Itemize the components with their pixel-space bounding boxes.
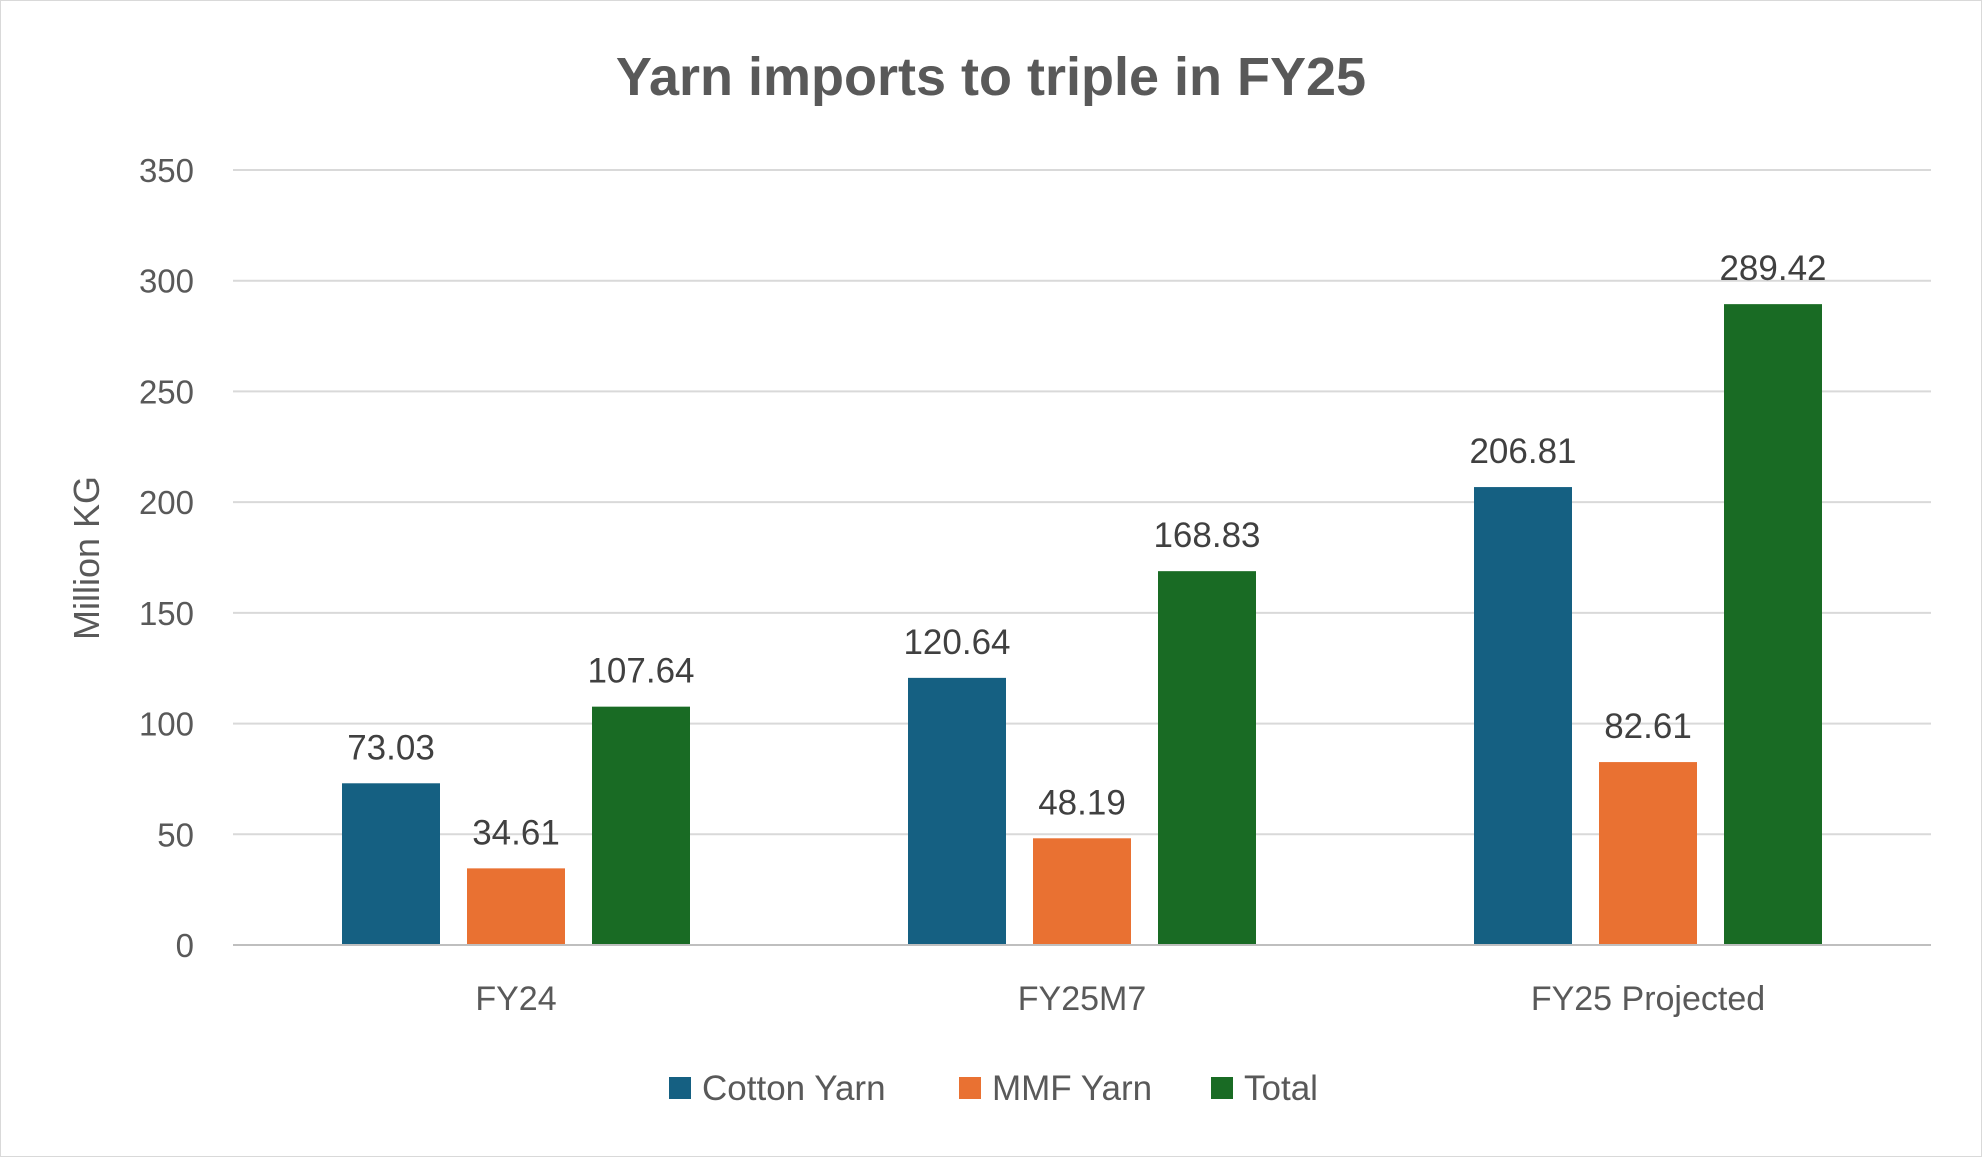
- data-label: 120.64: [903, 623, 1010, 662]
- y-tick-label: 300: [139, 263, 194, 300]
- chart-title: Yarn imports to triple in FY25: [616, 47, 1366, 107]
- y-axis-ticks: 0 50 100 150 200 250 300 350: [139, 152, 194, 964]
- y-tick-label: 350: [139, 152, 194, 189]
- data-label: 168.83: [1153, 516, 1260, 555]
- bar-cotton-yarn: [342, 783, 440, 945]
- x-category-label: FY25 Projected: [1531, 980, 1765, 1018]
- bar-total: [1724, 304, 1822, 945]
- y-tick-label: 250: [139, 373, 194, 410]
- data-label: 82.61: [1604, 707, 1692, 746]
- legend-label: Total: [1244, 1069, 1318, 1108]
- data-label: 48.19: [1038, 783, 1126, 822]
- bar-cotton-yarn: [1474, 487, 1572, 945]
- x-axis-categories: FY24 FY25M7 FY25 Projected: [475, 980, 1765, 1018]
- x-category-label: FY25M7: [1018, 980, 1147, 1018]
- legend-label: Cotton Yarn: [702, 1069, 886, 1108]
- y-tick-label: 150: [139, 595, 194, 632]
- x-category-label: FY24: [475, 980, 556, 1018]
- y-axis-label: Million KG: [66, 476, 107, 640]
- data-label: 289.42: [1719, 249, 1826, 288]
- data-label: 34.61: [472, 813, 560, 852]
- y-tick-label: 200: [139, 484, 194, 521]
- data-label: 107.64: [587, 652, 694, 691]
- legend-label: MMF Yarn: [992, 1069, 1152, 1108]
- y-tick-label: 0: [176, 927, 194, 964]
- y-tick-label: 50: [157, 816, 194, 853]
- bar-mmf-yarn: [1599, 762, 1697, 945]
- data-label: 206.81: [1469, 432, 1576, 471]
- legend-swatch: [959, 1077, 981, 1099]
- bars: [342, 304, 1822, 945]
- bar-total: [592, 706, 690, 945]
- gridlines: [233, 169, 1931, 836]
- legend-swatch: [1211, 1077, 1233, 1099]
- legend: Cotton Yarn MMF Yarn Total: [669, 1069, 1318, 1108]
- bar-mmf-yarn: [467, 868, 565, 945]
- y-tick-label: 100: [139, 706, 194, 743]
- data-labels: 73.03 34.61 107.64 120.64 48.19 168.83 206.81 8…: [347, 249, 1826, 852]
- data-label: 73.03: [347, 728, 435, 767]
- bar-mmf-yarn: [1033, 838, 1131, 945]
- legend-swatch: [669, 1077, 691, 1099]
- bar-cotton-yarn: [908, 677, 1006, 945]
- bar-total: [1158, 571, 1256, 945]
